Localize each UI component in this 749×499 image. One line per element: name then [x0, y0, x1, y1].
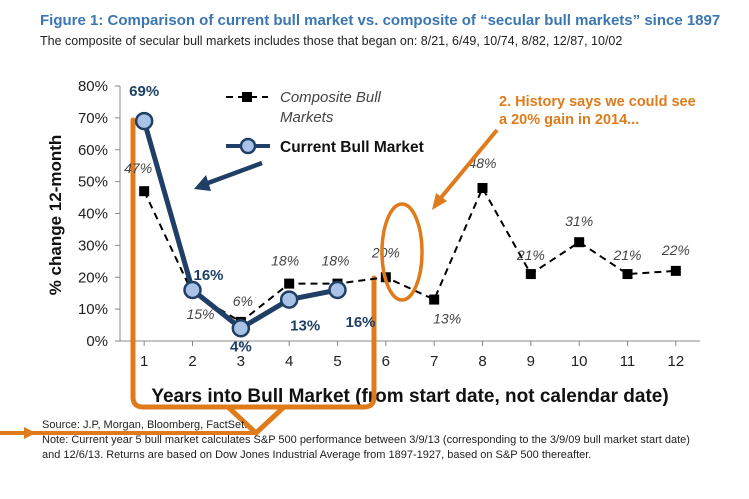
composite-data-label: 47% — [124, 160, 152, 176]
y-tick-label: 70% — [78, 110, 108, 127]
annotation-arrow-line — [437, 128, 499, 202]
current-point — [328, 280, 347, 300]
x-tick-label: 3 — [237, 353, 245, 370]
composite-data-label: 13% — [433, 311, 461, 327]
current-data-label: 16% — [345, 314, 375, 331]
composite-series-line — [143, 185, 676, 324]
bracket-outline — [130, 117, 377, 410]
chart-notes: Source: J.P, Morgan, Bloomberg, FactSet.… — [42, 418, 742, 463]
y-tick-label: 50% — [78, 174, 108, 191]
composite-data-label: 6% — [233, 293, 253, 309]
figure-subtitle: The composite of secular bull markets in… — [40, 34, 623, 48]
source-note: Source: J.P, Morgan, Bloomberg, FactSet. — [42, 419, 248, 431]
composite-data-label: 31% — [565, 213, 593, 229]
current-point — [279, 290, 299, 309]
annotation-arrow-head — [432, 193, 447, 210]
x-tick-label: 11 — [620, 353, 636, 370]
composite-point — [525, 269, 536, 280]
x-tick-label: 7 — [430, 353, 438, 370]
methodology-note-line-1: Note: Current year 5 bull market calcula… — [42, 434, 690, 446]
composite-point — [670, 265, 681, 276]
y-tick-label: 20% — [78, 269, 108, 286]
x-tick-label: 6 — [382, 353, 390, 370]
composite-point — [477, 183, 488, 193]
annotation-text-line-1: 2. History says we could see — [499, 94, 696, 110]
callout-arrow-line — [207, 160, 263, 186]
x-tick-label: 1 — [140, 353, 148, 370]
x-tick-label: 12 — [667, 353, 684, 370]
callout-arrow-head — [194, 175, 211, 191]
composite-data-label: 18% — [271, 253, 299, 269]
y-tick-label: 0% — [86, 333, 108, 350]
composite-point — [574, 237, 585, 248]
methodology-note-line-2: and 12/6/13. Returns are based on Dow Jo… — [42, 449, 592, 461]
y-tick-label: 10% — [78, 301, 108, 318]
current-point — [231, 319, 251, 338]
current-data-label: 4% — [230, 338, 252, 355]
composite-point — [139, 186, 150, 197]
y-tick-label: 80% — [78, 78, 108, 95]
composite-data-label: 22% — [661, 242, 690, 258]
legend-current-marker — [239, 137, 257, 155]
composite-point — [284, 278, 295, 289]
current-data-label: 69% — [129, 83, 159, 100]
current-point — [183, 280, 202, 300]
composite-data-label: 18% — [321, 253, 349, 269]
composite-point — [429, 294, 440, 305]
figure-title: Figure 1: Comparison of current bull mar… — [40, 12, 721, 29]
legend-current-label: Current Bull Market — [280, 139, 424, 156]
pointer-arrow-head — [24, 427, 36, 439]
composite-data-label: 20% — [371, 244, 400, 260]
x-tick-label: 2 — [188, 353, 196, 370]
x-axis-title: Years into Bull Market (from start date,… — [151, 386, 668, 407]
composite-data-label: 21% — [516, 247, 545, 263]
legend-composite-marker — [242, 92, 252, 102]
composite-data-label: 15% — [186, 306, 214, 322]
legend-composite-label-line-1: Composite Bull — [280, 89, 382, 106]
current-data-label: 16% — [193, 267, 223, 284]
current-point — [134, 111, 154, 131]
x-tick-label: 5 — [333, 353, 341, 370]
y-axis-title: % change 12-month — [46, 135, 65, 296]
highlight-ellipse — [380, 202, 424, 302]
annotation-text-line-2: a 20% gain in 2014... — [499, 112, 639, 128]
x-tick-label: 4 — [285, 353, 293, 370]
x-tick-label: 9 — [527, 353, 535, 370]
y-tick-label: 60% — [78, 142, 108, 159]
y-tick-label: 40% — [78, 206, 108, 223]
composite-data-label: 21% — [612, 247, 641, 263]
legend-composite-label-line-2: Markets — [280, 109, 334, 126]
x-tick-label: 8 — [478, 353, 486, 370]
current-data-label: 13% — [290, 318, 320, 335]
composite-point — [622, 269, 633, 280]
x-tick-label: 10 — [571, 353, 588, 370]
y-tick-label: 30% — [78, 237, 108, 254]
